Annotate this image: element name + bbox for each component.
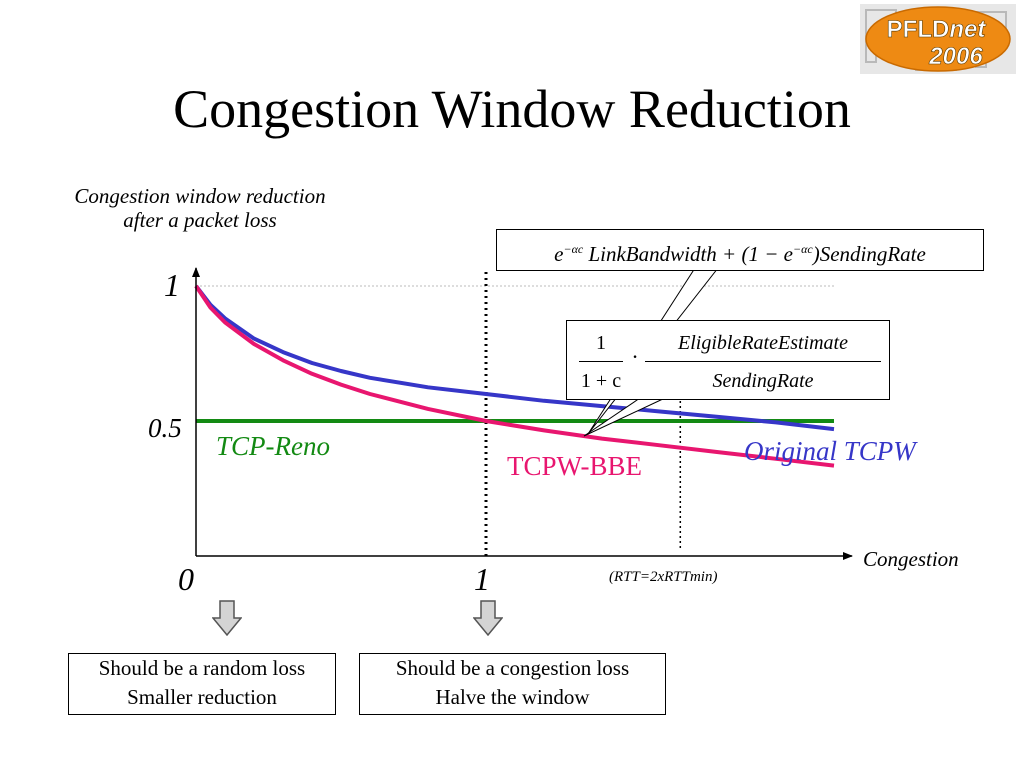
frac2-num: EligibleRateEstimate <box>678 332 848 354</box>
formula-box-tcpw-bbe: 1 1 + c · EligibleRateEstimate SendingRa… <box>566 320 890 400</box>
frac1-den: 1 + c <box>580 370 622 392</box>
slide-title: Congestion Window Reduction <box>173 79 851 139</box>
formula-box-original-tcpw: e−αc LinkBandwidth + (1 − e−αc)SendingRa… <box>496 229 984 271</box>
series-label-tcp-reno: TCP-Reno <box>216 431 330 461</box>
frac2-den: SendingRate <box>712 370 814 392</box>
formula-sup2: −αc <box>792 242 813 256</box>
series-line-original-tcpw <box>194 284 835 432</box>
formula-t2: )SendingRate <box>812 242 926 266</box>
random-loss-line1: Should be a random loss <box>98 656 306 680</box>
formula-e2: e <box>783 242 793 266</box>
y-tick-label: 0.5 <box>148 413 182 443</box>
down-arrow-icon <box>473 600 503 636</box>
formula-e1: e <box>554 242 564 266</box>
x-tick-label: 0 <box>178 561 194 597</box>
x-tick-label: 1 <box>474 561 490 597</box>
series-label-original-tcpw: Original TCPW <box>744 436 918 466</box>
logo-suffix: net <box>949 16 986 43</box>
congestion-loss-line1: Should be a congestion loss <box>395 656 630 680</box>
random-loss-line2: Smaller reduction <box>127 685 277 709</box>
series-label-tcpw-bbe: TCPW-BBE <box>507 451 642 481</box>
y-axis-label: Congestion window reduction after a pack… <box>30 184 370 232</box>
logo-name: PFLD <box>887 16 950 43</box>
congestion-loss-box: Should be a congestion loss Halve the wi… <box>359 653 666 715</box>
svg-text:PFLDnet: PFLDnet <box>887 16 987 43</box>
congestion-loss-line2: Halve the window <box>435 685 590 709</box>
y-axis-label-line1: Congestion window reduction <box>74 184 326 208</box>
y-tick-label: 1 <box>164 267 180 303</box>
frac1-num: 1 <box>596 332 606 354</box>
rtt-note: (RTT=2xRTTmin) <box>609 569 717 585</box>
logo-year: 2006 <box>928 43 983 70</box>
formula-t1: LinkBandwidth + (1 − <box>583 242 784 266</box>
frac-dot: · <box>631 344 639 369</box>
pfldnet-logo: PFLDnet 2006 <box>860 4 1016 74</box>
frac2-bar <box>645 361 881 362</box>
series-line-tcpw-bbe <box>194 284 835 468</box>
x-axis-label: Congestion <box>863 547 959 571</box>
formula-sup1: −αc <box>563 242 584 256</box>
frac1-bar <box>579 361 623 362</box>
y-axis-label-line2: after a packet loss <box>123 208 277 232</box>
down-arrow-icon <box>212 600 242 636</box>
random-loss-box: Should be a random loss Smaller reductio… <box>68 653 336 715</box>
